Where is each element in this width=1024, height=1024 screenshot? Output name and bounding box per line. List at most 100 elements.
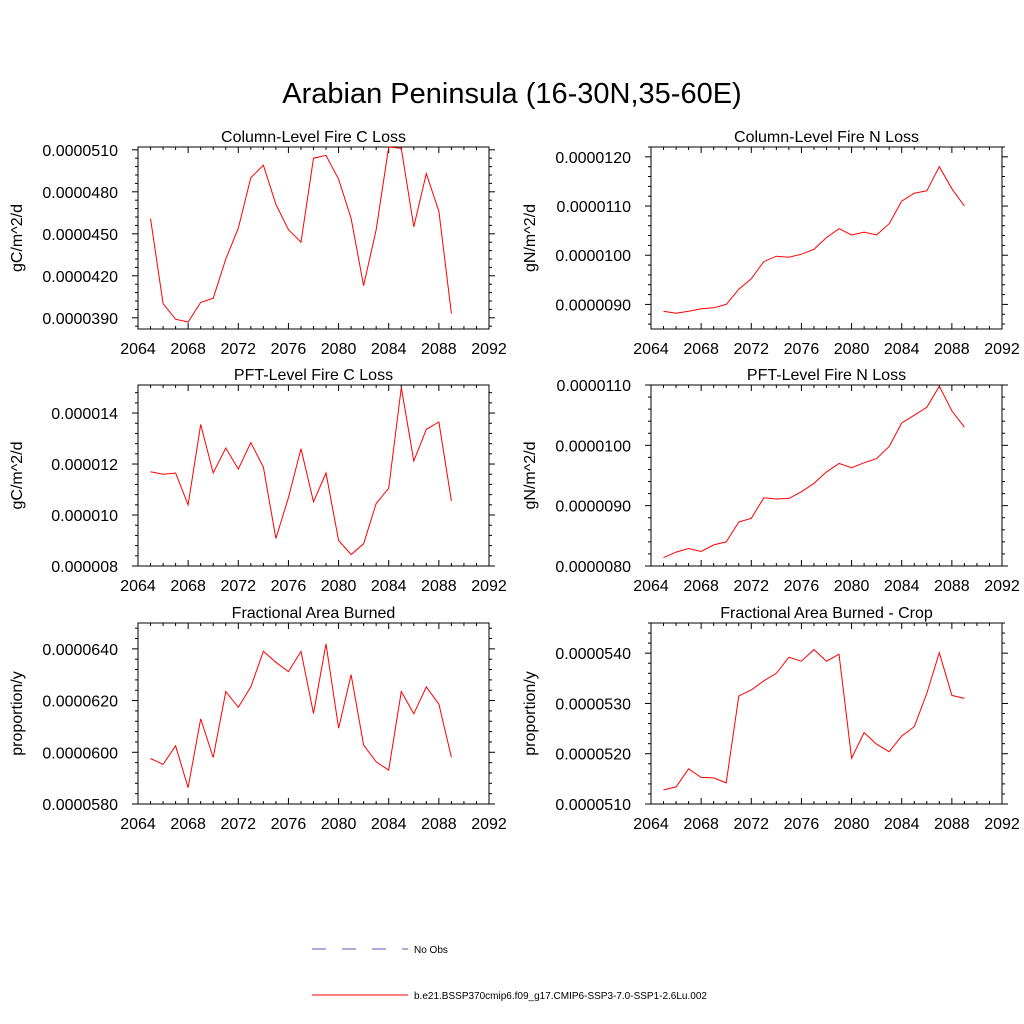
x-tick-label: 2068: [683, 816, 719, 833]
x-tick-label: 2072: [220, 816, 256, 833]
plot-frame: [650, 384, 1003, 567]
y-axis-label: gC/m^2/d: [9, 442, 26, 510]
x-tick-label: 2072: [733, 341, 769, 358]
y-tick-label: 0.0000580: [42, 797, 118, 814]
x-tick-label: 2084: [371, 816, 407, 833]
y-tick-label: 0.0000450: [42, 227, 118, 244]
x-tick-label: 2076: [271, 816, 307, 833]
x-tick-label: 2080: [321, 341, 357, 358]
y-tick-label: 0.0000090: [555, 499, 631, 516]
y-tick-label: 0.0000510: [42, 143, 118, 160]
x-tick-label: 2080: [834, 578, 870, 595]
x-tick-label: 2068: [170, 578, 206, 595]
x-tick-label: 2084: [371, 578, 407, 595]
chart-title: Column-Level Fire C Loss: [221, 129, 406, 146]
x-tick-label: 2072: [733, 816, 769, 833]
x-tick-label: 2088: [934, 816, 970, 833]
y-tick-label: 0.0000390: [42, 311, 118, 328]
x-tick-label: 2064: [633, 341, 669, 358]
y-tick-label: 0.0000620: [42, 694, 118, 711]
x-tick-label: 2064: [120, 816, 156, 833]
y-tick-label: 0.0000540: [555, 646, 631, 663]
x-tick-label: 2068: [170, 341, 206, 358]
chart-panel-2: Column-Level Fire N Loss gN/m^2/d 2064 2068…: [522, 129, 1020, 358]
x-tick-label: 2080: [321, 578, 357, 595]
y-tick-label: 0.0000530: [555, 696, 631, 713]
chart-panel-6: Fractional Area Burned - Crop proportion/…: [522, 605, 1020, 833]
plot-frame: [650, 622, 1003, 805]
chart-panel-3: PFT-Level Fire C Loss gC/m^2/d 2064 2068 207…: [9, 367, 507, 595]
x-tick-label: 2092: [984, 578, 1020, 595]
y-tick-label: 0.000010: [51, 508, 118, 525]
x-tick-label: 2076: [784, 816, 820, 833]
x-tick-label: 2068: [683, 578, 719, 595]
y-tick-label: 0.0000080: [555, 559, 631, 576]
page-title: Arabian Peninsula (16-30N,35-60E): [282, 78, 742, 110]
x-tick-label: 2076: [271, 341, 307, 358]
x-tick-label: 2072: [220, 578, 256, 595]
y-axis-label: gN/m^2/d: [522, 442, 539, 510]
x-tick-label: 2084: [371, 341, 407, 358]
x-tick-label: 2064: [633, 578, 669, 595]
chart-title: PFT-Level Fire C Loss: [234, 367, 393, 384]
y-axis-label: gC/m^2/d: [9, 204, 26, 272]
y-tick-label: 0.0000510: [555, 797, 631, 814]
legend: No Obs b.e21.BSSP370cmip6.f09_g17.CMIP6-…: [312, 945, 707, 1002]
x-tick-label: 2080: [834, 816, 870, 833]
y-tick-label: 0.000012: [51, 457, 118, 474]
series-line: [663, 385, 965, 559]
x-tick-label: 2080: [834, 341, 870, 358]
series-line: [150, 146, 452, 323]
chart-title: Fractional Area Burned - Crop: [720, 605, 933, 622]
x-tick-label: 2068: [170, 816, 206, 833]
x-tick-label: 2084: [884, 341, 920, 358]
y-tick-label: 0.0000640: [42, 642, 118, 659]
x-tick-label: 2084: [884, 816, 920, 833]
series-line: [150, 643, 452, 788]
x-tick-label: 2092: [984, 341, 1020, 358]
x-tick-label: 2072: [733, 578, 769, 595]
chart-panel-5: Fractional Area Burned proportion/y 2064 20…: [9, 605, 507, 833]
y-tick-label: 0.0000120: [555, 150, 631, 167]
plot-frame: [137, 146, 490, 330]
y-tick-label: 0.000014: [51, 406, 118, 423]
chart-panel-1: Column-Level Fire C Loss gC/m^2/d 2064 2068…: [9, 129, 507, 358]
x-tick-label: 2088: [421, 816, 457, 833]
chart-panel-4: PFT-Level Fire N Loss gN/m^2/d 2064 2068 207…: [522, 367, 1020, 595]
x-tick-label: 2092: [471, 341, 507, 358]
x-tick-label: 2076: [784, 578, 820, 595]
x-tick-label: 2064: [120, 578, 156, 595]
x-tick-label: 2064: [120, 341, 156, 358]
y-tick-label: 0.0000110: [557, 378, 632, 395]
y-tick-label: 0.0000480: [42, 185, 118, 202]
series-line: [663, 648, 965, 791]
x-tick-label: 2068: [683, 341, 719, 358]
x-tick-label: 2088: [934, 341, 970, 358]
y-tick-label: 0.0000110: [557, 199, 632, 216]
x-tick-label: 2092: [471, 816, 507, 833]
chart-title: Fractional Area Burned: [232, 605, 396, 622]
x-tick-label: 2076: [271, 578, 307, 595]
y-axis-label: proportion/y: [522, 671, 539, 756]
x-tick-label: 2088: [934, 578, 970, 595]
y-tick-label: 0.0000090: [555, 297, 631, 314]
series-line: [663, 165, 965, 314]
x-tick-label: 2092: [984, 816, 1020, 833]
x-tick-label: 2088: [421, 578, 457, 595]
y-tick-label: 0.0000600: [42, 745, 118, 762]
y-tick-label: 0.0000100: [555, 248, 631, 265]
x-tick-label: 2072: [220, 341, 256, 358]
chart-title: Column-Level Fire N Loss: [734, 129, 919, 146]
legend-label-model: b.e21.BSSP370cmip6.f09_g17.CMIP6-SSP3-7.…: [414, 991, 707, 1002]
x-tick-label: 2088: [421, 341, 457, 358]
x-tick-label: 2080: [321, 816, 357, 833]
y-tick-label: 0.0000520: [555, 747, 631, 764]
series-line: [150, 387, 452, 556]
y-tick-label: 0.0000100: [555, 438, 631, 455]
chart-title: PFT-Level Fire N Loss: [747, 367, 906, 384]
y-tick-label: 0.000008: [51, 559, 118, 576]
x-tick-label: 2064: [633, 816, 669, 833]
x-tick-label: 2092: [471, 578, 507, 595]
y-axis-label: proportion/y: [9, 671, 26, 756]
